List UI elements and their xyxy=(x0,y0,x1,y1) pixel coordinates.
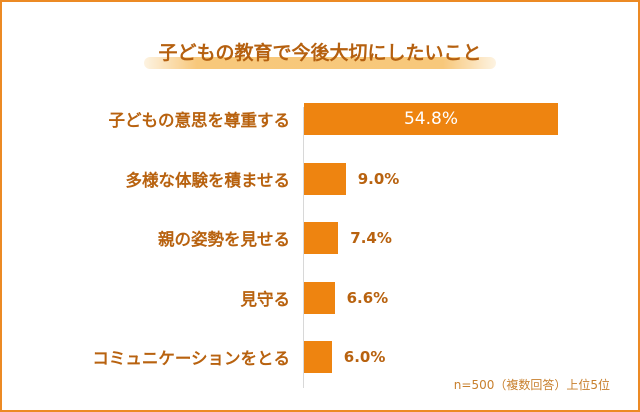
chart-title: 子どもの教育で今後大切にしたいこと xyxy=(144,38,496,69)
value-label: 54.8% xyxy=(403,109,458,129)
value-label: 6.0% xyxy=(343,348,386,366)
category-label: 親の姿勢を見せる xyxy=(158,230,290,249)
bar xyxy=(304,281,335,314)
bar xyxy=(304,341,332,373)
category-axis-line xyxy=(303,107,304,388)
title-wrap: 子どもの教育で今後大切にしたいこと xyxy=(0,38,640,69)
bar xyxy=(304,103,558,135)
sample-note: n=500（複数回答）上位5位 xyxy=(453,378,610,392)
category-label: コミュニケーションをとる xyxy=(92,349,290,368)
value-label: 9.0% xyxy=(357,169,400,188)
category-label: 子どもの意思を尊重する xyxy=(108,111,291,130)
category-label: 見守る xyxy=(240,289,291,309)
bar xyxy=(304,222,339,254)
category-label: 多様な体験を積ませる xyxy=(125,170,290,190)
value-label: 6.6% xyxy=(346,288,389,307)
bar xyxy=(304,162,346,195)
value-label: 7.4% xyxy=(350,229,392,247)
